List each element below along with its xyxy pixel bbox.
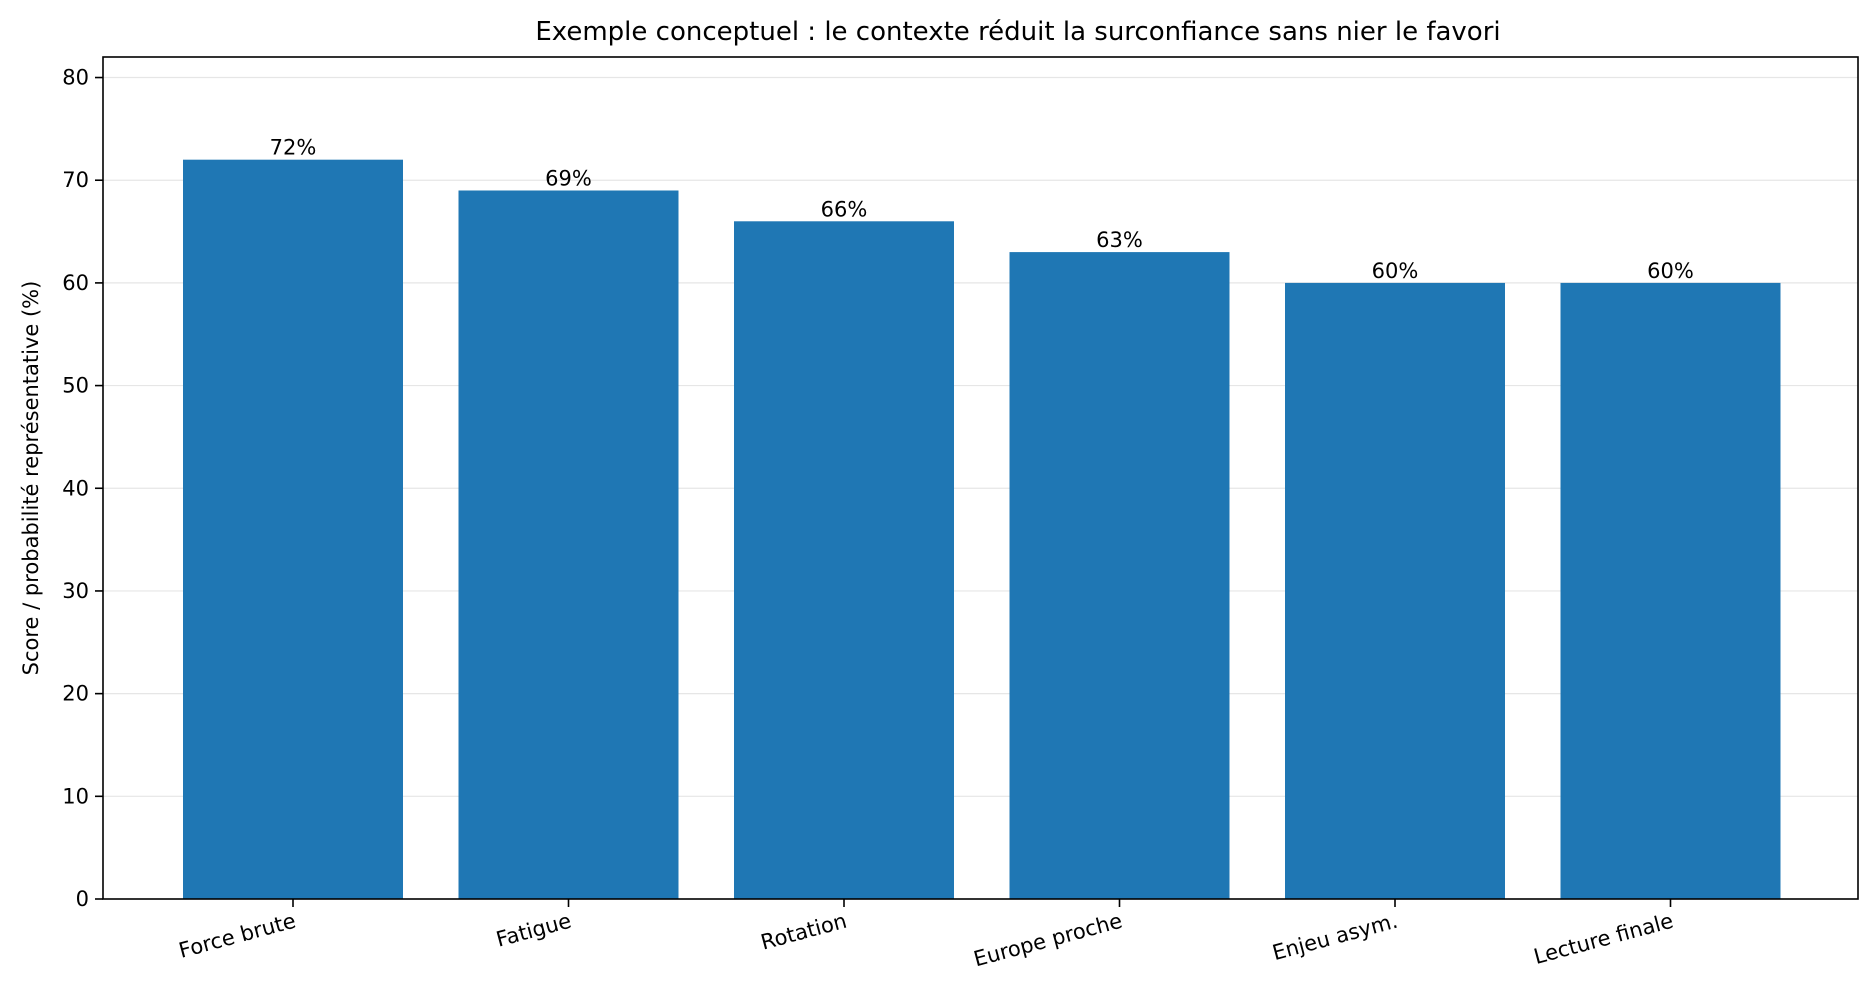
- y-axis-label: Score / probabilité représentative (%): [19, 281, 43, 676]
- y-axis-ticks: 0 10 20 30 40 50 60 70 80: [62, 66, 103, 911]
- y-tick-label: 20: [62, 682, 89, 706]
- bar-value-label: 63%: [1096, 228, 1143, 252]
- x-tick-label: Lecture finale: [1531, 909, 1676, 969]
- x-tick-label: Force brute: [176, 909, 298, 963]
- x-tick-label: Enjeu asym.: [1270, 909, 1401, 965]
- bar-value-label: 66%: [821, 197, 868, 221]
- bar-value-label: 60%: [1372, 259, 1419, 283]
- bar-value-label: 60%: [1647, 259, 1694, 283]
- bar-value-label: 69%: [545, 166, 592, 190]
- x-axis-ticks: Force brute Fatigue Rotation Europe proche E…: [176, 899, 1676, 971]
- bar-value-label: 72%: [270, 136, 317, 160]
- x-tick-label: Fatigue: [494, 909, 574, 952]
- y-tick-label: 80: [62, 66, 89, 90]
- y-tick-label: 60: [62, 271, 89, 295]
- y-tick-label: 70: [62, 168, 89, 192]
- data-labels: 72% 69% 66% 63% 60% 60%: [270, 136, 1694, 283]
- bar: [1560, 282, 1781, 899]
- bar: [1009, 252, 1230, 900]
- y-tick-label: 50: [62, 374, 89, 398]
- y-tick-label: 10: [62, 784, 89, 808]
- bar: [458, 190, 679, 900]
- x-tick-label: Europe proche: [971, 909, 1125, 972]
- y-tick-label: 30: [62, 579, 89, 603]
- y-tick-label: 40: [62, 476, 89, 500]
- plot-frame: [102, 56, 1859, 900]
- bar: [183, 159, 403, 899]
- x-tick-label: Rotation: [758, 909, 849, 955]
- bar: [734, 221, 954, 900]
- y-tick-label: 0: [76, 887, 89, 911]
- chart-title: Exemple conceptuel : le contexte réduit …: [535, 17, 1500, 47]
- bar: [1285, 282, 1505, 899]
- bars: [183, 159, 1781, 900]
